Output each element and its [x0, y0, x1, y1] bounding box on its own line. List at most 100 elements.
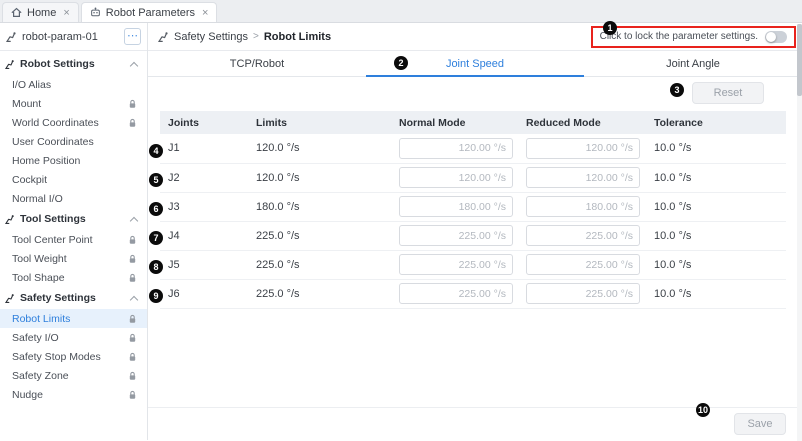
sidebar-item-label: Mount — [12, 97, 42, 110]
sidebar-item-label: Safety Stop Modes — [12, 350, 101, 363]
robot-arm-icon — [5, 293, 15, 303]
sidebar-item-label: World Coordinates — [12, 116, 99, 129]
main-row: robot-param-01 ⋯ Robot Settings I/O Alia… — [0, 23, 802, 440]
col-header-normal-mode: Normal Mode — [399, 116, 466, 129]
lock-settings-control: Click to lock the parameter settings. — [590, 25, 796, 48]
sidebar-item-robot-limits[interactable]: Robot Limits — [0, 309, 147, 328]
normal-mode-input-j2[interactable] — [399, 167, 513, 188]
sidebar: robot-param-01 ⋯ Robot Settings I/O Alia… — [0, 23, 148, 440]
sidebar-item-label: User Coordinates — [12, 135, 94, 148]
lock-hint-text: Click to lock the parameter settings. — [599, 31, 758, 42]
tolerance-value: 10.0 °/s — [646, 221, 786, 251]
normal-mode-input-j6[interactable] — [399, 283, 513, 304]
reset-button[interactable]: Reset — [692, 82, 764, 104]
scrollbar-thumb[interactable] — [797, 24, 802, 96]
tolerance-value: 10.0 °/s — [646, 192, 786, 222]
sidebar-list: Robot Settings I/O Alias Mount World Coo… — [0, 51, 147, 440]
sidebar-item-safety-stop-modes[interactable]: Safety Stop Modes — [0, 347, 147, 366]
tab-home-close-icon[interactable]: × — [63, 6, 70, 19]
sidebar-item-normal-io[interactable]: Normal I/O — [0, 189, 147, 208]
limit-value: 225.0 °/s — [248, 221, 391, 251]
robot-icon — [90, 7, 101, 18]
sidebar-item-label: Tool Shape — [12, 271, 65, 284]
limit-value: 120.0 °/s — [248, 163, 391, 193]
robot-arm-icon — [5, 59, 15, 69]
joint-label: J2 — [160, 163, 248, 193]
lock-icon — [128, 273, 137, 283]
sidebar-section-robot-settings[interactable]: Robot Settings — [0, 53, 147, 75]
sidebar-item-io-alias[interactable]: I/O Alias — [0, 75, 147, 94]
tolerance-value: 10.0 °/s — [646, 163, 786, 193]
window-tab-bar: Home × Robot Parameters × — [0, 0, 802, 23]
section-label: Robot Settings — [20, 58, 95, 70]
sidebar-item-home-position[interactable]: Home Position — [0, 151, 147, 170]
sidebar-item-tool-shape[interactable]: Tool Shape — [0, 268, 147, 287]
sidebar-item-cockpit[interactable]: Cockpit — [0, 170, 147, 189]
robot-arm-icon — [158, 31, 169, 42]
sidebar-section-tool-settings[interactable]: Tool Settings — [0, 208, 147, 230]
limit-value: 225.0 °/s — [248, 250, 391, 280]
tab-robot-parameters-label: Robot Parameters — [105, 6, 196, 19]
sidebar-item-safety-io[interactable]: Safety I/O — [0, 328, 147, 347]
limit-value: 120.0 °/s — [248, 134, 391, 164]
lock-icon — [128, 254, 137, 264]
tab-tcp-robot[interactable]: TCP/Robot — [148, 51, 366, 76]
sidebar-section-safety-settings[interactable]: Safety Settings — [0, 287, 147, 309]
col-header-reduced-mode: Reduced Mode — [526, 116, 601, 129]
breadcrumb: Safety Settings > Robot Limits — [158, 31, 331, 43]
save-button[interactable]: Save — [734, 413, 786, 435]
sidebar-item-world-coordinates[interactable]: World Coordinates — [0, 113, 147, 132]
normal-mode-input-j3[interactable] — [399, 196, 513, 217]
tab-joint-speed[interactable]: Joint Speed — [366, 51, 584, 77]
normal-mode-input-j5[interactable] — [399, 254, 513, 275]
sidebar-item-label: Robot Limits — [12, 312, 71, 325]
normal-mode-input-j1[interactable] — [399, 137, 513, 159]
sidebar-item-mount[interactable]: Mount — [0, 94, 147, 113]
content-area: Safety Settings > Robot Limits Click to … — [148, 23, 802, 440]
sidebar-item-user-coordinates[interactable]: User Coordinates — [0, 132, 147, 151]
sidebar-item-safety-zone[interactable]: Safety Zone — [0, 366, 147, 385]
joint-label: J1 — [160, 134, 248, 164]
lock-toggle[interactable] — [765, 30, 787, 43]
reduced-mode-input-j6[interactable] — [526, 283, 640, 304]
joint-label: J5 — [160, 250, 248, 280]
joint-label: J6 — [160, 279, 248, 309]
tab-home-label: Home — [27, 6, 57, 19]
table-row: J5 225.0 °/s 10.0 °/s — [160, 250, 786, 280]
table-row: J1 120.0 °/s 10.0 °/s — [160, 134, 786, 164]
sidebar-item-tool-weight[interactable]: Tool Weight — [0, 249, 147, 268]
joint-speed-table: Joints Limits Normal Mode Reduced Mode T… — [160, 111, 786, 309]
vertical-scrollbar[interactable] — [797, 24, 802, 441]
reduced-mode-input-j2[interactable] — [526, 167, 640, 188]
sidebar-item-nudge[interactable]: Nudge — [0, 385, 147, 404]
footer: Save — [148, 407, 802, 440]
sidebar-item-label: Tool Weight — [12, 252, 67, 265]
breadcrumb-parent[interactable]: Safety Settings — [174, 30, 248, 43]
tolerance-value: 10.0 °/s — [646, 250, 786, 280]
tab-robot-parameters[interactable]: Robot Parameters × — [80, 2, 218, 22]
sidebar-item-label: Normal I/O — [12, 192, 63, 205]
tab-label: Joint Angle — [666, 57, 720, 70]
chevron-up-icon — [129, 61, 139, 70]
tab-robot-parameters-close-icon[interactable]: × — [202, 6, 209, 19]
tab-joint-angle[interactable]: Joint Angle — [584, 51, 802, 76]
section-label: Tool Settings — [20, 213, 86, 225]
breadcrumb-current: Robot Limits — [263, 30, 332, 43]
reduced-mode-input-j3[interactable] — [526, 196, 640, 217]
sidebar-item-label: Nudge — [12, 388, 43, 401]
tab-label: TCP/Robot — [229, 57, 285, 70]
content-header: Safety Settings > Robot Limits Click to … — [148, 23, 802, 51]
reduced-mode-input-j4[interactable] — [526, 225, 640, 246]
joint-label: J3 — [160, 192, 248, 222]
tab-home[interactable]: Home × — [2, 2, 79, 22]
table-row: J3 180.0 °/s 10.0 °/s — [160, 192, 786, 222]
more-options-button[interactable]: ⋯ — [124, 28, 141, 45]
reduced-mode-input-j5[interactable] — [526, 254, 640, 275]
sidebar-item-tool-center-point[interactable]: Tool Center Point — [0, 230, 147, 249]
table-row: J2 120.0 °/s 10.0 °/s — [160, 163, 786, 193]
sidebar-item-label: Cockpit — [12, 173, 48, 186]
normal-mode-input-j4[interactable] — [399, 225, 513, 246]
lock-icon — [128, 99, 137, 109]
reduced-mode-input-j1[interactable] — [526, 137, 640, 159]
